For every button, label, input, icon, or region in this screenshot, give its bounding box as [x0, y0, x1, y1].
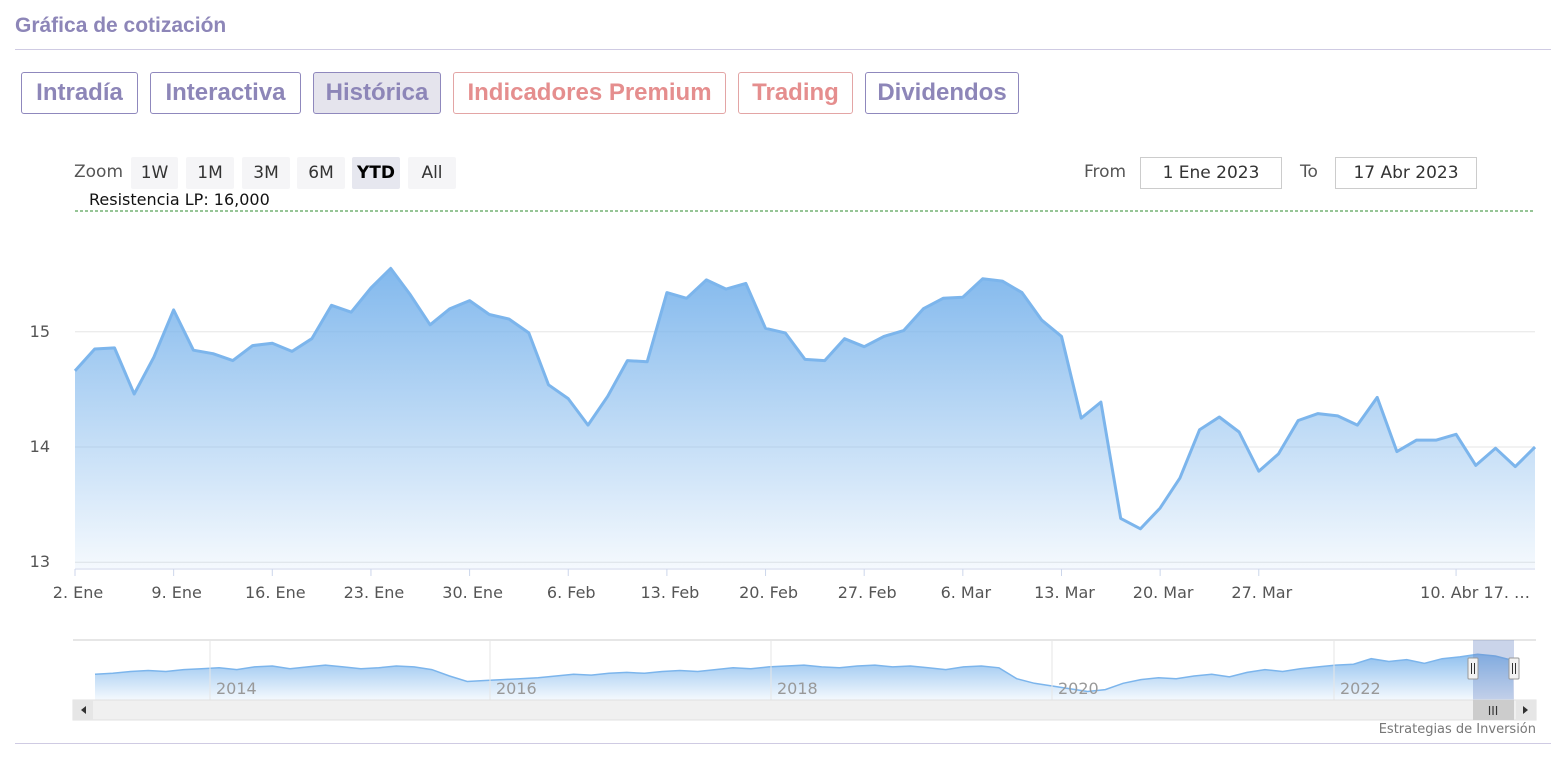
- x-tick-label: 20. Mar: [1133, 583, 1194, 602]
- zoom-1w-button[interactable]: 1W: [131, 157, 178, 189]
- zoom-1m-button[interactable]: 1M: [186, 157, 234, 189]
- navigator-area: [95, 654, 1513, 700]
- zoom-ytd-button[interactable]: YTD: [352, 157, 400, 189]
- x-tick-label: 2. Ene: [53, 583, 103, 602]
- page-title: Gráfica de cotización: [15, 14, 227, 37]
- x-tick-label: 27. Mar: [1231, 583, 1292, 602]
- x-tick-label: 20. Feb: [739, 583, 798, 602]
- y-tick-label: 14: [30, 437, 50, 456]
- from-date-input[interactable]: 1 Ene 2023: [1140, 157, 1282, 189]
- x-tick-label: 16. Ene: [245, 583, 306, 602]
- scrollbar-track: [72, 699, 1537, 721]
- tab-interactiva[interactable]: Interactiva: [150, 72, 301, 114]
- arrow-left-icon: [81, 706, 86, 714]
- x-tick-label: 13. Feb: [640, 583, 699, 602]
- x-tick-label: 27. Feb: [838, 583, 897, 602]
- to-label: To: [1300, 162, 1318, 182]
- zoom-all-button[interactable]: All: [408, 157, 456, 189]
- price-line: [73, 266, 1537, 531]
- navigator-handle: [1508, 657, 1520, 680]
- navigator-handle: [1467, 657, 1479, 680]
- x-tick-label: 23. Ene: [344, 583, 405, 602]
- zoom-6m-button[interactable]: 6M: [297, 157, 345, 189]
- tab-intradia[interactable]: Intradía: [21, 72, 138, 114]
- navigator-selection: [1473, 640, 1514, 700]
- y-tick-label: 15: [30, 322, 50, 341]
- scrollbar-thumb: [1473, 700, 1514, 720]
- x-tick-label: 9. Ene: [151, 583, 201, 602]
- zoom-3m-button[interactable]: 3M: [242, 157, 290, 189]
- x-tick-label: 10. Abr 17. …: [1420, 583, 1530, 602]
- x-tick-label: 13. Mar: [1034, 583, 1095, 602]
- bottom-divider: [15, 743, 1551, 744]
- navigator-line: [94, 653, 1514, 693]
- navigator-year-label: 2016: [496, 679, 537, 698]
- x-tick-label: 6. Mar: [941, 583, 992, 602]
- tab-trading[interactable]: Trading: [738, 72, 853, 114]
- navigator-year-label: 2020: [1058, 679, 1099, 698]
- tab-historica[interactable]: Histórica: [313, 72, 441, 114]
- credits-label[interactable]: Estrategias de Inversión: [1378, 722, 1536, 737]
- x-tick-label: 30. Ene: [442, 583, 503, 602]
- y-tick-label: 13: [30, 552, 50, 571]
- title-divider: [15, 49, 1551, 50]
- arrow-right-icon: [1523, 706, 1528, 714]
- zoom-label: Zoom: [74, 162, 124, 182]
- resistance-label: Resistencia LP: 16,000: [89, 190, 270, 209]
- tab-dividendos[interactable]: Dividendos: [865, 72, 1019, 114]
- navigator-year-label: 2018: [777, 679, 818, 698]
- navigator-year-label: 2022: [1340, 679, 1381, 698]
- from-label: From: [1084, 162, 1127, 182]
- navigator-year-label: 2014: [216, 679, 257, 698]
- x-tick-label: 6. Feb: [547, 583, 596, 602]
- price-area: [75, 268, 1535, 568]
- tab-indicadores-premium[interactable]: Indicadores Premium: [453, 72, 726, 114]
- to-date-input[interactable]: 17 Abr 2023: [1335, 157, 1477, 189]
- scrollbar-grip-icon: III: [1488, 704, 1499, 718]
